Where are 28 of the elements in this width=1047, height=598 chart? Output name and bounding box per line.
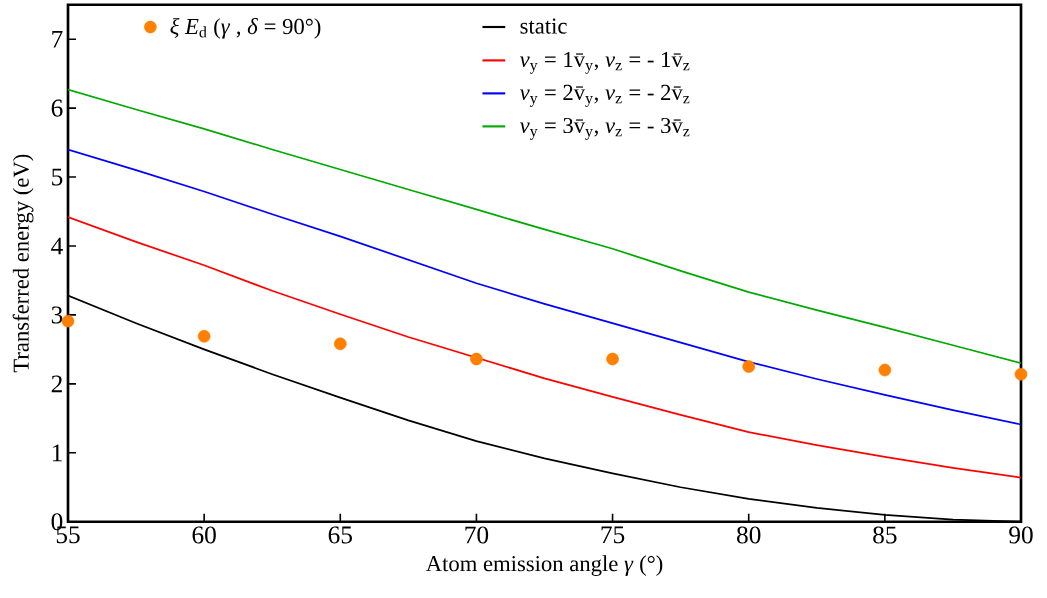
x-tick-label: 80 — [737, 526, 761, 544]
x-tick-label: 65 — [328, 526, 352, 544]
y-tick-label: 5 — [52, 168, 63, 186]
legend-label: static — [520, 18, 567, 34]
y-tick-label: 4 — [51, 237, 63, 255]
text: v$_{y}$ = 1v̄$_{y}$, v$_{z}$ = - 1v̄$_{z}$ — [519, 51, 690, 74]
x-tick-label: 75 — [601, 526, 625, 544]
x-tick-label: 90 — [1009, 526, 1033, 544]
point — [606, 352, 619, 366]
point — [1014, 367, 1028, 381]
x-tick-label: 85 — [873, 526, 897, 544]
y-axis-title: Transferred energy (eV) — [12, 154, 34, 373]
point — [470, 352, 483, 366]
y-tick-label: 1 — [52, 444, 62, 462]
y-tick-label: 7 — [52, 30, 63, 48]
text: v$_{y}$ = 3v̄$_{y}$, v$_{z}$ = - 3v̄$_{z}$ — [519, 117, 690, 140]
text: v$_{y}$ = 2v̄$_{y}$, v$_{z}$ = - 2v̄$_{z}$ — [519, 84, 690, 107]
point — [878, 363, 892, 377]
legend-label: ξ E$_{d}$ (γ , δ = 90°) — [170, 18, 321, 39]
x-tick-label: 60 — [192, 526, 216, 544]
x-axis-title: Atom emission angle γ (°) — [425, 555, 663, 576]
point — [197, 330, 211, 343]
point — [334, 337, 347, 351]
y-tick-label: 6 — [51, 99, 63, 117]
y-tick-label: 2 — [51, 375, 62, 393]
x-tick-label: 70 — [465, 526, 489, 544]
y-tick-label: 3 — [51, 306, 63, 324]
point — [742, 360, 755, 373]
